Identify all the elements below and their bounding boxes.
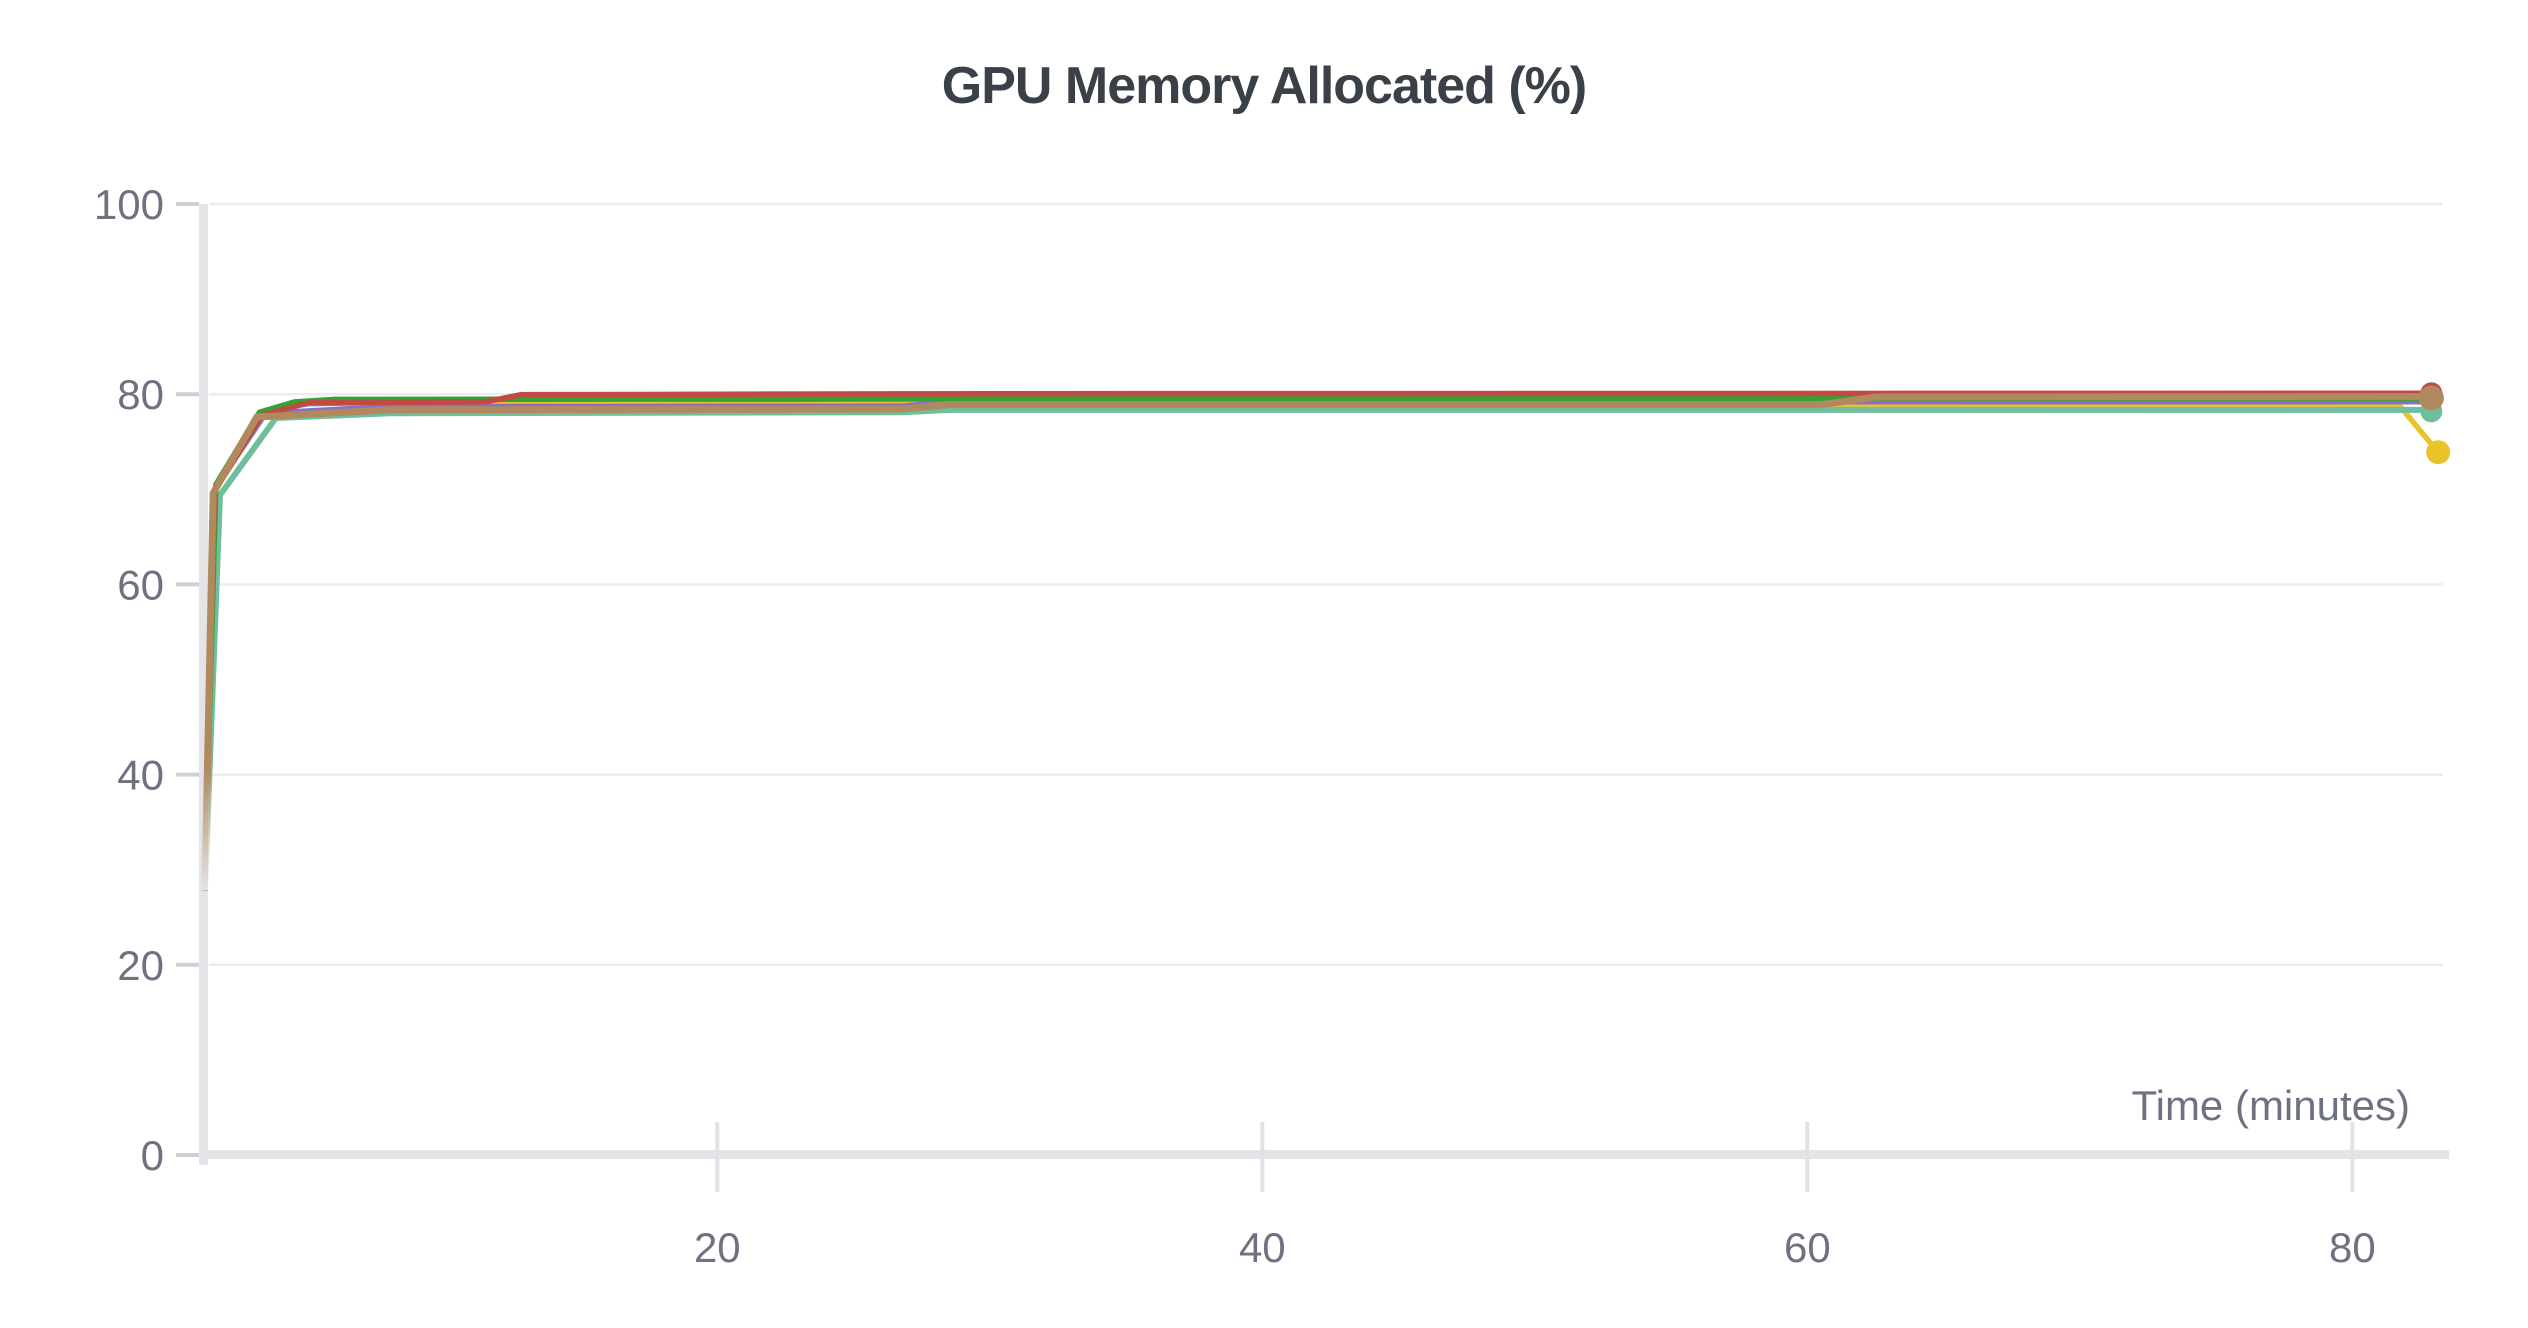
y-tick-label: 100 [94, 181, 164, 228]
run-green-line[interactable] [202, 395, 2432, 877]
y-tick-label: 60 [117, 561, 164, 608]
x-tick-label: 80 [2329, 1224, 2376, 1271]
x-tick-label: 40 [1239, 1224, 1286, 1271]
run-yellow-line[interactable] [202, 399, 2441, 882]
x-axis-label: Time (minutes) [2131, 1082, 2410, 1129]
x-tick-label: 20 [694, 1224, 741, 1271]
run-purple-line[interactable] [202, 399, 2432, 879]
y-tick-label: 80 [117, 371, 164, 418]
run-yellow-end-dot[interactable] [2426, 440, 2451, 465]
run-blue-line[interactable] [202, 398, 2435, 880]
run-brown-line[interactable] [201, 393, 2432, 885]
y-tick-label: 20 [117, 942, 164, 989]
y-tick-label: 0 [141, 1132, 164, 1179]
x-axis-line [199, 1150, 2449, 1159]
y-tick-label: 40 [117, 752, 164, 799]
chart-title: GPU Memory Allocated (%) [941, 57, 1587, 115]
series-end-dots [2418, 382, 2451, 465]
series-lines [201, 390, 2441, 891]
run-brown-end-dot[interactable] [2418, 385, 2444, 411]
run-red-line[interactable] [202, 390, 2432, 881]
x-tick-label: 60 [1784, 1224, 1831, 1271]
y-axis-line [199, 204, 208, 1165]
run-teal-line[interactable] [202, 406, 2432, 891]
